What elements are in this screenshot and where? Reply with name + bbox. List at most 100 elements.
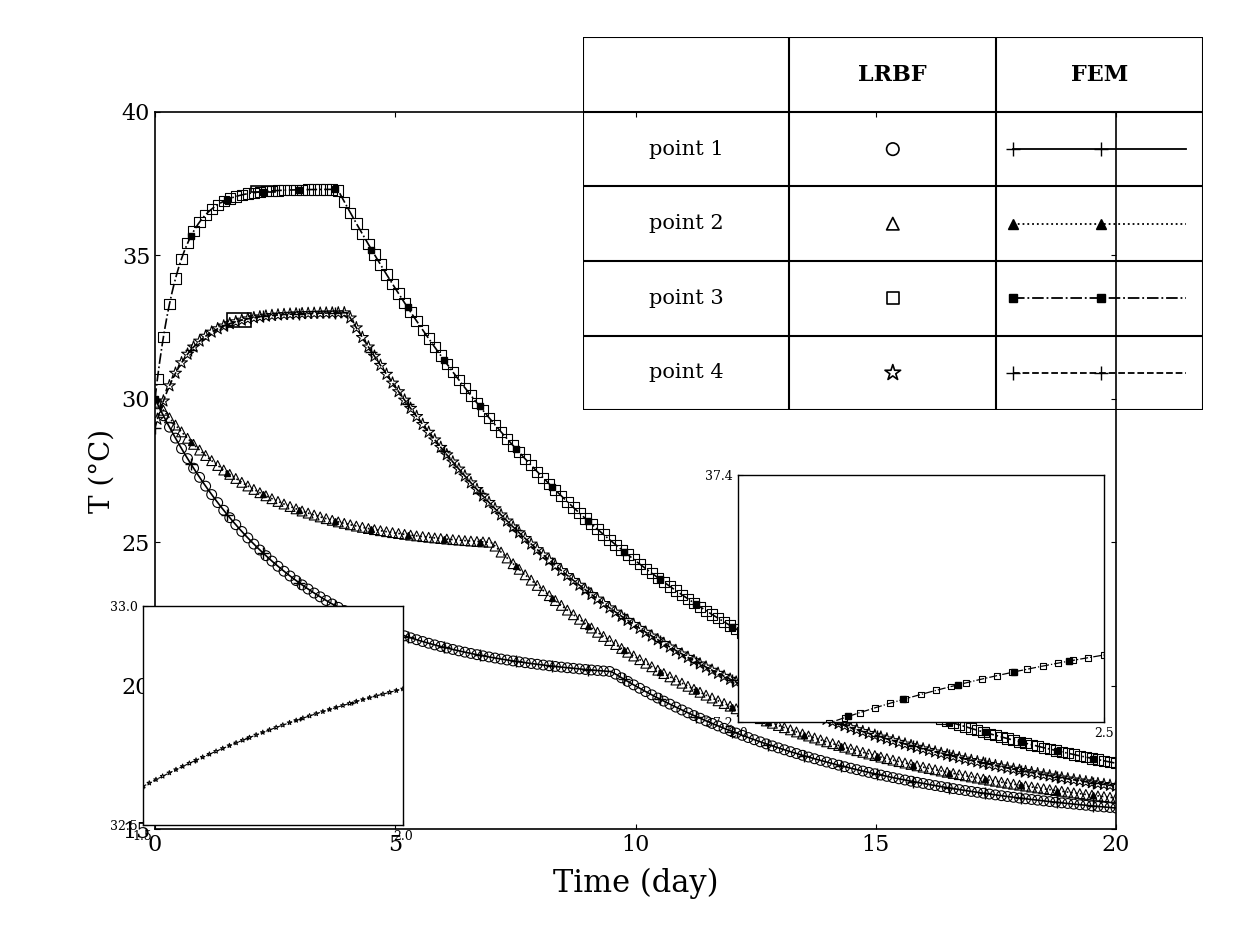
Point [727,726,746,741]
Point [293,711,312,726]
Point [329,514,348,529]
Point [133,779,153,794]
Point [1087,799,1107,814]
Point [756,714,776,729]
Point [1100,789,1120,804]
Point [461,388,481,403]
Point [436,447,456,462]
Point [394,527,414,541]
Point [1063,653,1083,668]
Point [365,522,384,537]
Point [139,775,159,790]
Point [262,184,281,199]
Point [630,621,650,636]
Point [841,742,861,757]
Point [805,751,825,766]
Point [286,307,306,322]
Point [605,666,625,681]
Point [467,534,487,549]
X-axis label: Time (day): Time (day) [553,868,718,898]
Point [407,409,427,424]
Point [913,760,932,774]
Point [322,306,342,321]
Point [569,662,589,677]
Point [666,673,686,688]
Text: FEM: FEM [1071,63,1128,86]
Point [780,651,800,665]
Point [901,757,921,772]
Point [1033,659,1053,674]
Point [684,682,704,697]
Point [346,518,366,533]
Point [866,766,885,781]
Point [279,715,299,730]
Point [461,534,481,549]
Point [346,216,366,231]
Point [708,693,728,708]
Point [154,329,174,344]
Point [268,308,288,322]
Point [811,733,831,747]
Point [859,726,879,741]
Point [226,471,246,486]
Point [503,519,523,534]
Point [443,642,463,657]
Point [944,781,963,796]
Point [775,743,795,758]
Point [358,339,378,354]
Point [1106,779,1126,794]
Point [799,749,818,764]
Point [691,599,711,614]
Point [491,651,511,666]
Point [775,720,795,735]
Point [455,469,475,484]
Point [908,704,928,719]
Point [244,310,264,325]
Point [780,698,800,713]
Point [443,532,463,547]
Point [992,788,1012,803]
Point [702,663,722,678]
Point [931,763,951,778]
Point [479,535,498,550]
Point [660,579,680,594]
Point [708,665,728,680]
Point [521,458,541,473]
Point [611,542,631,557]
Point [340,696,360,711]
Point [177,236,197,251]
Point [967,771,987,786]
Point [1009,763,1029,778]
Point [733,704,753,719]
Point [636,684,656,699]
Point [533,658,553,673]
Point [1052,795,1071,810]
Point [401,305,420,320]
Point [594,629,614,644]
Point [642,628,662,643]
Point [383,277,403,292]
Point [720,672,740,687]
Point [485,418,505,432]
Point [527,657,547,672]
Point [805,731,825,746]
Point [937,765,957,780]
Point [1009,734,1029,749]
Point [883,770,903,785]
Point [563,661,583,676]
Text: point 4: point 4 [649,363,723,382]
Point [744,632,764,647]
Point [546,593,565,608]
Point [383,624,403,639]
Point [166,762,186,777]
Point [497,432,517,446]
Point [293,503,312,518]
Point [630,680,650,695]
Point [653,693,673,708]
Point [160,378,180,393]
Point [624,617,644,632]
Point [516,531,536,546]
Point [312,705,332,720]
Point [154,408,174,423]
Point [786,654,806,669]
